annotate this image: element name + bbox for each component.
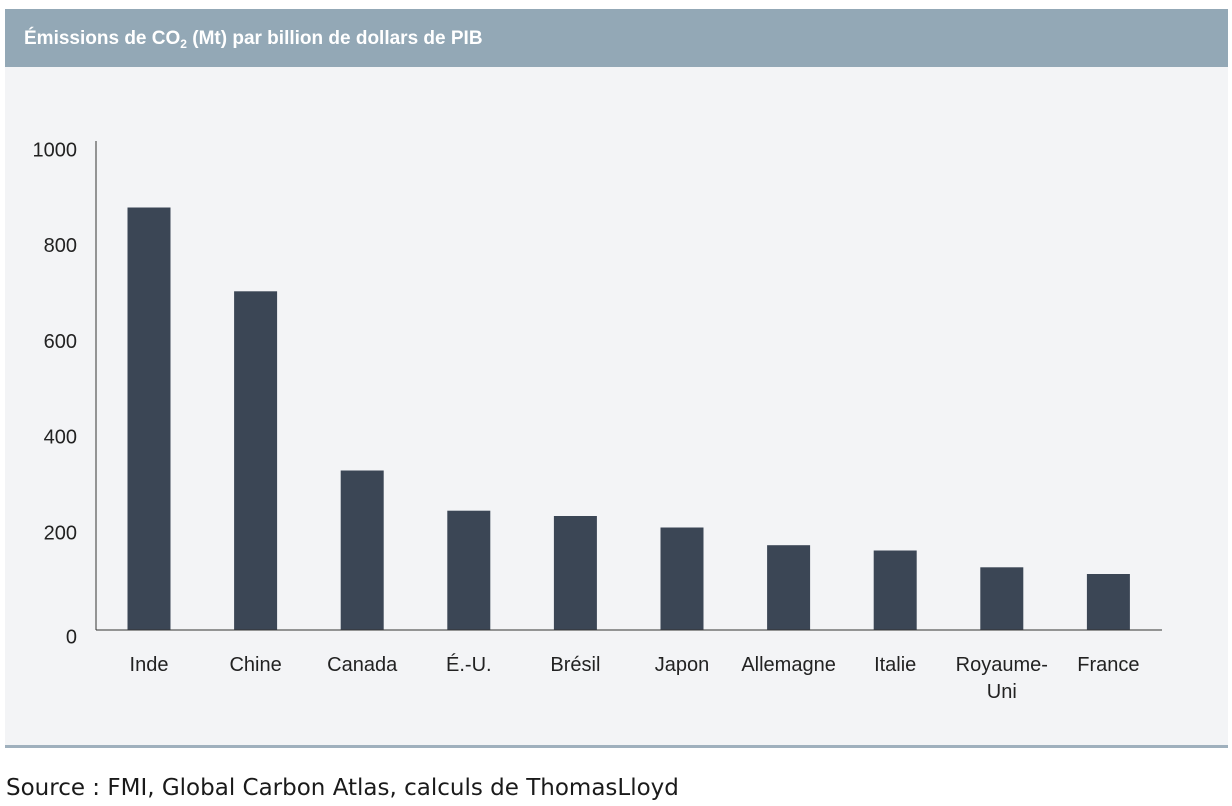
bar xyxy=(767,545,811,630)
x-tick-label: Allemagne xyxy=(741,654,836,676)
y-tick-label: 600 xyxy=(44,331,77,353)
bar xyxy=(234,291,278,630)
x-tick-label: Uni xyxy=(987,681,1017,703)
source-note: Source : FMI, Global Carbon Atlas, calcu… xyxy=(6,775,679,801)
bar xyxy=(1086,574,1130,630)
y-tick-label: 800 xyxy=(44,235,77,257)
x-tick-label: Inde xyxy=(130,654,169,676)
x-tick-label: Japon xyxy=(655,654,710,676)
bar xyxy=(127,207,171,630)
y-tick-label: 1000 xyxy=(33,139,78,161)
bar-chart: 0 200 400 600 800 1000 Inde Chine Canada É.-U. Bré… xyxy=(33,139,1162,703)
x-tick-label: É.-U. xyxy=(446,653,492,676)
x-tick-label: Italie xyxy=(874,654,916,676)
y-tick-label: 200 xyxy=(44,522,77,544)
bar xyxy=(660,527,704,630)
bar xyxy=(980,567,1024,630)
x-tick-label: Canada xyxy=(327,654,398,676)
bar xyxy=(553,516,597,630)
bar xyxy=(447,510,491,630)
chart-title: Émissions de CO2 (Mt) par billion de dol… xyxy=(24,28,483,51)
chart-header: Émissions de CO2 (Mt) par billion de dol… xyxy=(5,9,1228,67)
title-prefix: Émissions de CO xyxy=(24,28,181,49)
x-tick-label: Chine xyxy=(229,654,281,676)
title-suffix: (Mt) par billion de dollars de PIB xyxy=(186,28,483,49)
x-tick-label: Royaume- xyxy=(956,654,1048,676)
bar xyxy=(340,470,384,630)
x-tick-label: France xyxy=(1077,654,1139,676)
x-tick-label: Brésil xyxy=(550,654,600,676)
y-tick-label: 400 xyxy=(44,427,77,449)
chart-panel: Émissions de CO2 (Mt) par billion de dol… xyxy=(5,9,1228,748)
bar xyxy=(873,550,917,630)
y-tick-label: 0 xyxy=(66,626,77,648)
title-subscript: 2 xyxy=(180,37,187,51)
